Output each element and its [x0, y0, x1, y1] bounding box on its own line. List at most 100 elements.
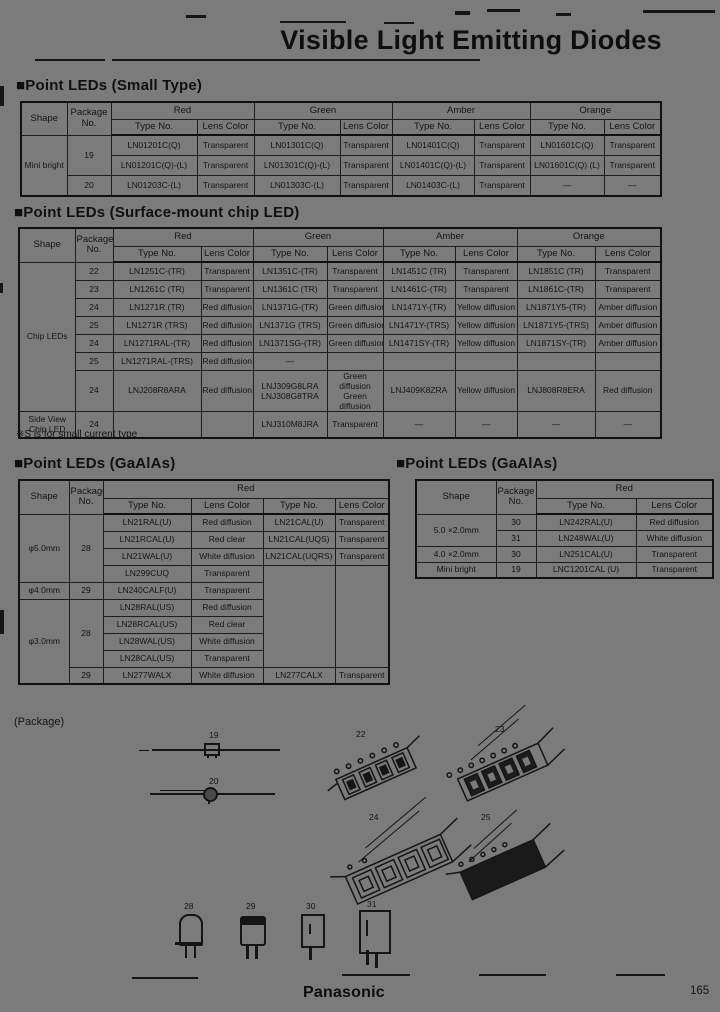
lens-cell: White diffusion: [190, 547, 264, 566]
lens-cell: Transparent: [594, 261, 662, 281]
shape-cell: φ5.0mm: [18, 513, 70, 583]
package-20-diagram: [208, 800, 210, 804]
lens-header: Lens Color: [473, 118, 531, 136]
lens-cell: Transparent: [594, 279, 662, 299]
lens-cell: Amber diffusion: [594, 315, 662, 335]
type-cell: LN01601C(Q) (L): [529, 154, 605, 176]
type-cell: LN240CALF(U): [102, 581, 192, 600]
lens-cell: Transparent: [603, 134, 662, 156]
package-29-diagram: [255, 944, 258, 959]
shape-header: Shape: [415, 479, 497, 515]
type-cell: [516, 351, 596, 371]
footnote-small-current: ※S is for small current type: [16, 429, 138, 440]
package-cell: 30: [495, 513, 537, 531]
type-cell: LN1371G (TRS): [252, 315, 328, 335]
lens-cell: Transparent: [326, 279, 384, 299]
type-cell: LN1361C (TR): [252, 279, 328, 299]
type-cell: LN21RCAL(U): [102, 530, 192, 549]
table-row: Shape Package No. Red: [415, 479, 714, 515]
table-row: 4.0 ×2.0mm 30 LN251CAL(U) Transparent: [415, 545, 714, 563]
table-row: Mini bright 19 LN01201C(Q) Transparent L…: [20, 134, 662, 197]
red-group-header: Red: [535, 479, 714, 499]
lens-header: Lens Color: [334, 497, 390, 515]
package-19-diagram: [207, 754, 209, 758]
type-cell: LN1851C (TR): [516, 261, 596, 281]
lens-cell: Yellow diffusion: [454, 369, 518, 413]
shape-cell: φ3.0mm: [18, 598, 70, 685]
lens-cell: Transparent: [190, 649, 264, 668]
type-header: Type No.: [102, 497, 192, 515]
section-heading-gaalas-left: ■Point LEDs (GaAlAs): [14, 455, 176, 472]
type-cell: LN28RAL(US): [102, 598, 192, 617]
lens-header: Lens Color: [635, 497, 714, 515]
section-heading-gaalas-right: ■Point LEDs (GaAlAs): [396, 455, 558, 472]
package-22-label: 22: [356, 729, 366, 739]
package-cell: 28: [68, 513, 104, 583]
package-31-diagram: [366, 920, 368, 936]
small-type-table: Shape Package No. Red Green Amber Orange…: [20, 101, 663, 197]
scan-artifact: [643, 10, 715, 13]
type-cell: [382, 351, 456, 371]
lens-cell: Transparent: [196, 134, 255, 156]
type-cell: LN1871Y5-(TR): [516, 297, 596, 317]
gaalas-left-table: Shape Package No. Red Type No. Lens Colo…: [18, 479, 390, 685]
package-31-label: 31: [367, 899, 377, 909]
scan-artifact: [0, 86, 4, 106]
package-19-label: 19: [209, 730, 219, 740]
package-28-diagram: [175, 942, 203, 945]
package-cell: 28: [68, 598, 104, 668]
table-row: Type No. Lens Color Type No. Lens Color …: [21, 118, 662, 136]
package-30-diagram: [309, 924, 311, 934]
type-cell: LN1471SY-(TR): [382, 333, 456, 353]
type-cell: LN21CAL(U): [262, 513, 336, 532]
package-29-diagram: [246, 944, 249, 959]
lens-header: Lens Color: [454, 245, 518, 263]
package-20-diagram: [203, 787, 218, 802]
lens-cell: Transparent: [635, 561, 714, 579]
lens-cell: Transparent: [190, 564, 264, 583]
type-cell: LN28WAL(US): [102, 632, 192, 651]
type-cell: LN1351C-(TR): [252, 261, 328, 281]
lens-cell: White diffusion: [190, 666, 264, 685]
lens-cell: Red diffusion: [190, 598, 264, 617]
gaalas-right-table: Shape Package No. Red Type No. Lens Colo…: [415, 479, 714, 579]
scan-artifact: [0, 610, 4, 634]
lens-cell: Transparent: [473, 154, 531, 176]
type-header: Type No.: [262, 497, 336, 515]
table-row: 29 LN277WALX White diffusion LN277CALX T…: [19, 666, 390, 685]
lens-cell: —: [454, 411, 518, 439]
shape-cell: Mini bright: [20, 134, 68, 197]
title-underline: [112, 59, 480, 61]
table-row: Type No. Lens Color Type No. Lens Color …: [19, 245, 662, 263]
type-cell: LN1871SY-(TR): [516, 333, 596, 353]
type-cell: LN242RAL(U): [535, 513, 637, 531]
red-group-header: Red: [110, 101, 255, 120]
type-cell: LN01401C(Q)-(L): [391, 154, 475, 176]
section-heading-chip: ■Point LEDs (Surface-mount chip LED): [14, 204, 300, 221]
type-cell: LN01403C-(L): [391, 174, 475, 197]
type-cell: LNJ808R8ERA: [516, 369, 596, 413]
lens-header: Lens Color: [326, 245, 384, 263]
chip-led-table: Shape Package No. Red Green Amber Orange…: [18, 227, 663, 439]
lens-cell: Transparent: [196, 154, 255, 176]
title-underline: [35, 59, 105, 61]
table-row: LN28RCAL(US) Red clear: [19, 615, 389, 634]
package-header: Package No.: [68, 479, 104, 515]
lens-cell: Transparent: [454, 261, 518, 281]
red-group-header: Red: [102, 479, 390, 499]
lens-cell: Transparent: [190, 581, 264, 600]
table-row: Mini bright 19 LNC1201CAL (U) Transparen…: [415, 561, 714, 579]
shape-header: Shape: [20, 101, 68, 136]
scan-artifact: [0, 283, 3, 293]
type-header: Type No.: [535, 497, 637, 515]
lens-cell: [326, 351, 384, 371]
orange-group-header: Orange: [529, 101, 662, 120]
type-cell: LNJ309G8LRA LNJ308G8TRA: [252, 369, 328, 413]
lens-cell: —: [603, 174, 662, 197]
type-cell: LN248WAL(U): [535, 529, 637, 547]
lens-cell: Transparent: [473, 134, 531, 156]
type-cell: LN28CAL(US): [102, 649, 192, 668]
lens-cell: Red diffusion: [200, 333, 254, 353]
type-cell: LN1371SG-(TR): [252, 333, 328, 353]
package-cell: 29: [68, 581, 104, 600]
